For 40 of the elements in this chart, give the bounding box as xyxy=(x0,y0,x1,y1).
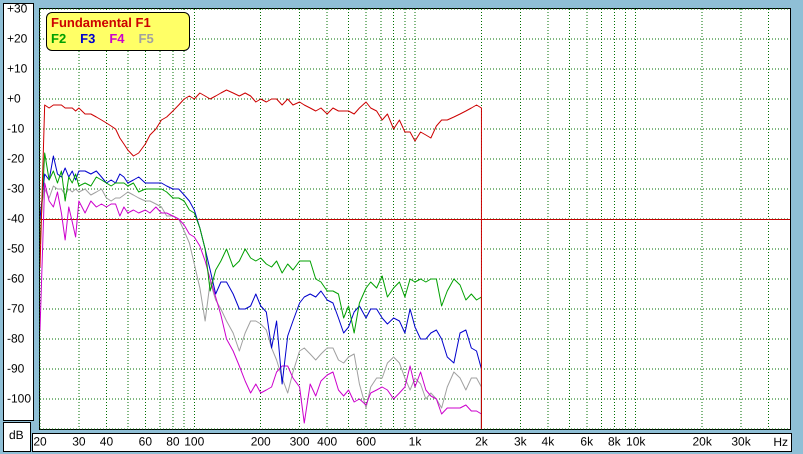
x-tick-label: 40 xyxy=(100,434,114,449)
x-tick-label: 20 xyxy=(33,434,47,449)
y-tick-label: +0 xyxy=(7,91,22,106)
x-tick-label: 3k xyxy=(514,434,528,449)
x-axis-title: Hz xyxy=(773,435,788,449)
y-tick-label: -10 xyxy=(7,121,25,136)
text: F3 xyxy=(80,31,96,46)
y-tick-label: -50 xyxy=(7,241,25,256)
x-tick-label: 100 xyxy=(184,434,205,449)
x-tick-label: 200 xyxy=(250,434,272,449)
y-tick-label: -30 xyxy=(7,181,25,196)
x-tick-label: 400 xyxy=(317,434,338,449)
y-tick-label: +30 xyxy=(7,1,28,16)
y-tick-label: -70 xyxy=(7,301,25,316)
x-tick-label: 10k xyxy=(626,434,646,449)
x-tick-label: 8k xyxy=(608,434,622,449)
y-tick-label: -20 xyxy=(7,151,25,166)
x-tick-label: 600 xyxy=(356,434,376,449)
text: F2 xyxy=(51,31,66,46)
y-tick-label: -100 xyxy=(7,391,32,406)
x-tick-label: 1k xyxy=(408,434,422,449)
x-tick-label: 4k xyxy=(542,434,556,449)
text: Fundamental F1 xyxy=(51,15,151,30)
text: F5 xyxy=(138,31,154,46)
y-axis-title: dB xyxy=(9,428,24,442)
y-tick-label: -60 xyxy=(7,271,25,286)
y-tick-label: -90 xyxy=(7,361,25,376)
x-tick-label: 30 xyxy=(72,434,86,449)
x-tick-label: 6k xyxy=(580,434,594,449)
x-tick-label: 2k xyxy=(475,434,489,449)
y-tick-label: +20 xyxy=(7,31,28,46)
x-tick-label: 300 xyxy=(290,434,310,449)
x-tick-label: 20k xyxy=(692,434,713,449)
y-tick-label: +10 xyxy=(7,61,28,76)
x-tick-label: 80 xyxy=(166,434,180,449)
x-tick-label: 60 xyxy=(138,434,152,449)
text: F4 xyxy=(109,31,125,46)
y-tick-label: -40 xyxy=(7,211,25,226)
x-tick-label: 30k xyxy=(731,434,752,449)
y-tick-label: -80 xyxy=(7,331,25,346)
